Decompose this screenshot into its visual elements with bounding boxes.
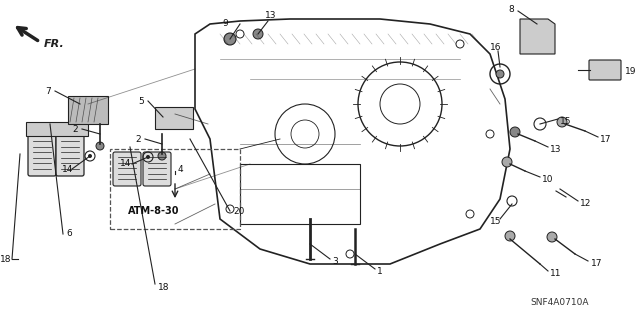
Bar <box>110 149 240 229</box>
Text: FR.: FR. <box>44 39 65 49</box>
Text: 18: 18 <box>158 283 170 292</box>
Bar <box>26 122 88 136</box>
Circle shape <box>146 155 150 159</box>
Text: 9: 9 <box>222 19 228 28</box>
Text: 12: 12 <box>580 198 591 207</box>
Text: 4: 4 <box>178 165 184 174</box>
Text: 17: 17 <box>600 135 611 144</box>
Circle shape <box>510 127 520 137</box>
FancyBboxPatch shape <box>28 134 56 176</box>
Text: 2: 2 <box>135 135 141 144</box>
Text: 14: 14 <box>120 160 131 168</box>
Polygon shape <box>520 19 555 54</box>
FancyBboxPatch shape <box>56 134 84 176</box>
Text: 17: 17 <box>591 258 602 268</box>
Text: 3: 3 <box>332 256 338 265</box>
Text: ATM-8-30: ATM-8-30 <box>128 206 179 216</box>
Text: 8: 8 <box>508 4 514 13</box>
Text: 13: 13 <box>550 145 561 153</box>
Circle shape <box>505 231 515 241</box>
Circle shape <box>547 232 557 242</box>
Circle shape <box>88 154 92 158</box>
Circle shape <box>224 33 236 45</box>
Circle shape <box>96 142 104 150</box>
Text: 7: 7 <box>45 86 51 95</box>
Text: SNF4A0710A: SNF4A0710A <box>531 298 589 307</box>
FancyBboxPatch shape <box>589 60 621 80</box>
Text: 5: 5 <box>138 97 144 106</box>
Text: 18: 18 <box>0 255 12 263</box>
Text: 1: 1 <box>377 266 383 276</box>
Text: 13: 13 <box>265 11 276 20</box>
Circle shape <box>557 117 567 127</box>
Bar <box>240 164 360 224</box>
Text: 16: 16 <box>490 42 502 51</box>
Circle shape <box>158 152 166 160</box>
FancyBboxPatch shape <box>143 152 171 186</box>
Bar <box>155 107 193 129</box>
FancyBboxPatch shape <box>113 152 141 186</box>
Circle shape <box>502 157 512 167</box>
Text: 2: 2 <box>72 124 77 133</box>
Text: 11: 11 <box>550 269 561 278</box>
Text: 15: 15 <box>560 116 572 125</box>
Text: 19: 19 <box>625 66 637 76</box>
Text: 10: 10 <box>542 174 554 183</box>
Bar <box>68 96 108 124</box>
Text: 15: 15 <box>490 217 502 226</box>
Circle shape <box>253 29 263 39</box>
Text: 20: 20 <box>233 206 244 216</box>
Circle shape <box>496 70 504 78</box>
Text: 6: 6 <box>66 229 72 239</box>
Text: 14: 14 <box>62 165 74 174</box>
